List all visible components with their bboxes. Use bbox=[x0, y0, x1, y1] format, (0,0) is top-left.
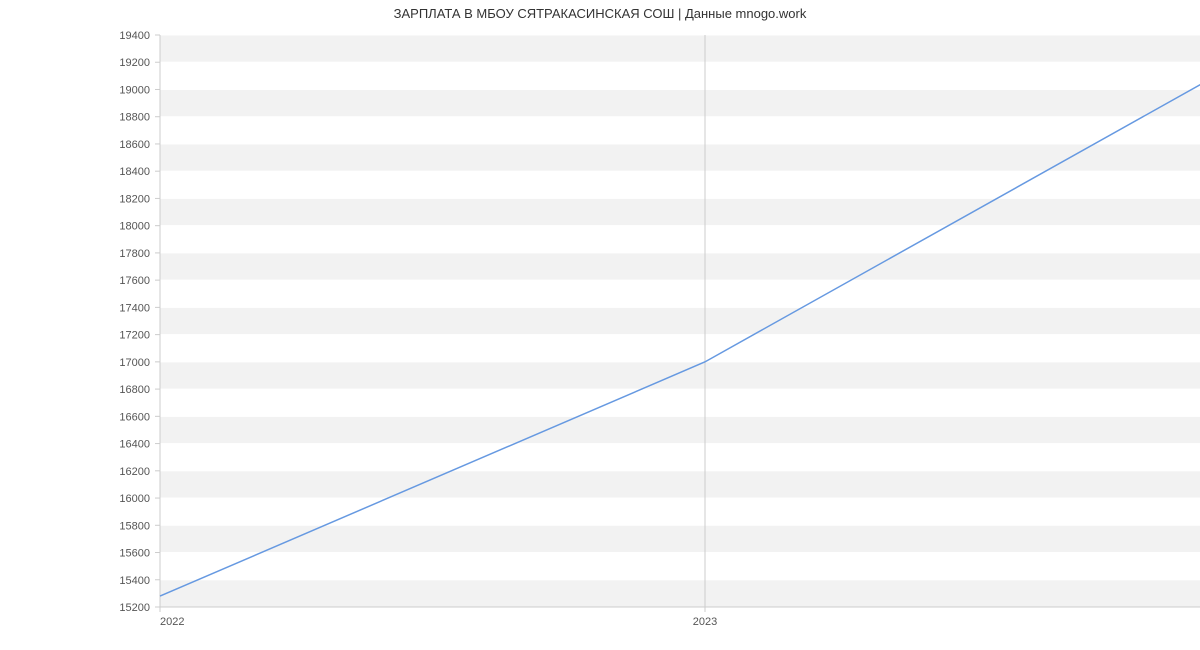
y-tick-label: 15400 bbox=[119, 575, 150, 587]
y-tick-label: 18400 bbox=[119, 166, 150, 178]
y-tick-label: 17200 bbox=[119, 330, 150, 342]
y-tick-label: 15800 bbox=[119, 520, 150, 532]
chart-container: ЗАРПЛАТА В МБОУ СЯТРАКАСИНСКАЯ СОШ | Дан… bbox=[0, 0, 1200, 650]
y-tick-label: 18200 bbox=[119, 193, 150, 205]
y-tick-label: 16400 bbox=[119, 439, 150, 451]
y-tick-label: 16600 bbox=[119, 411, 150, 423]
y-tick-label: 19000 bbox=[119, 84, 150, 96]
y-tick-label: 18600 bbox=[119, 139, 150, 151]
chart-title: ЗАРПЛАТА В МБОУ СЯТРАКАСИНСКАЯ СОШ | Дан… bbox=[0, 6, 1200, 21]
y-tick-label: 16800 bbox=[119, 384, 150, 396]
y-tick-label: 17600 bbox=[119, 275, 150, 287]
y-tick-label: 18000 bbox=[119, 221, 150, 233]
y-tick-label: 16000 bbox=[119, 493, 150, 505]
y-tick-label: 17000 bbox=[119, 357, 150, 369]
y-tick-label: 19200 bbox=[119, 57, 150, 69]
y-tick-label: 15600 bbox=[119, 548, 150, 560]
y-tick-label: 18800 bbox=[119, 112, 150, 124]
y-tick-label: 17800 bbox=[119, 248, 150, 260]
chart-plot: 1520015400156001580016000162001640016600… bbox=[100, 30, 1190, 602]
x-tick-label: 2023 bbox=[693, 616, 717, 628]
y-tick-label: 16200 bbox=[119, 466, 150, 478]
x-tick-label: 2022 bbox=[160, 616, 184, 628]
y-tick-label: 19400 bbox=[119, 30, 150, 42]
chart-svg: 15200 15400 15600 15800 16000 16200 16400 16600… bbox=[100, 30, 1200, 642]
y-tick-label: 15200 bbox=[119, 602, 150, 614]
y-tick-label: 17400 bbox=[119, 302, 150, 314]
